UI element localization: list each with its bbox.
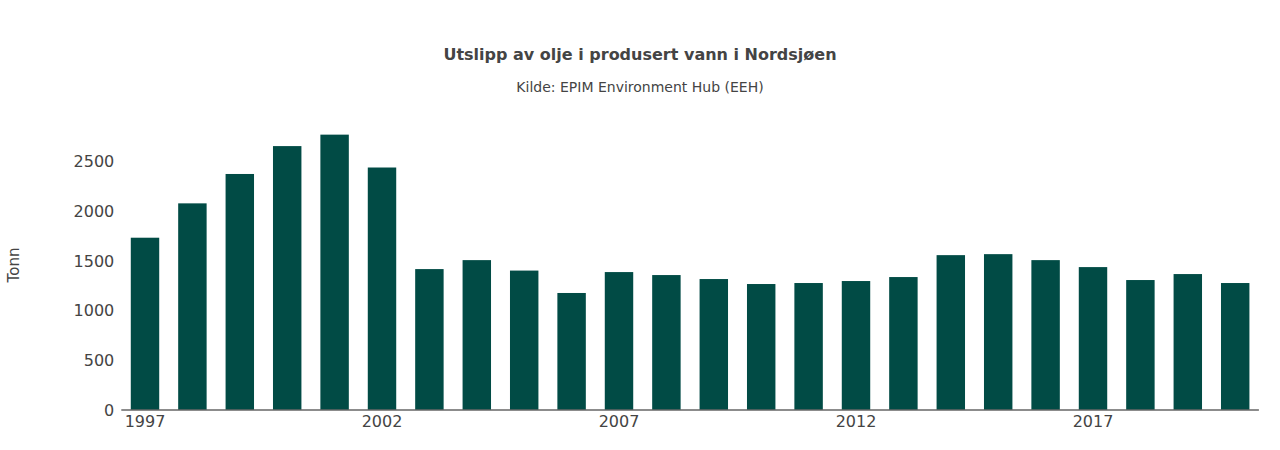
bar: [1031, 260, 1059, 410]
bar: [1174, 274, 1202, 410]
bar: [747, 284, 775, 410]
bar: [557, 293, 585, 410]
y-tick-label: 0: [104, 401, 114, 420]
bar: [415, 269, 443, 410]
bar: [463, 260, 491, 410]
bar: [226, 174, 254, 410]
y-tick-label: 1500: [74, 252, 115, 271]
bar: [937, 255, 965, 410]
bar: [984, 254, 1012, 410]
bar: [320, 135, 348, 410]
y-axis-range: [121, 121, 122, 410]
y-tick-label: 2500: [74, 152, 115, 171]
bar: [605, 272, 633, 410]
bar: [131, 238, 159, 410]
bar: [273, 146, 301, 410]
bar: [510, 271, 538, 410]
x-tick-label: 1997: [125, 412, 166, 431]
bar: [368, 168, 396, 410]
bar: [700, 279, 728, 410]
title: Utslipp av olje i produsert vann i Nords…: [443, 45, 836, 64]
bar: [1221, 283, 1249, 410]
subtitle: Kilde: EPIM Environment Hub (EEH): [516, 79, 763, 95]
chart: Utslipp av olje i produsert vann i Nords…: [0, 0, 1280, 450]
x-tick-label: 2017: [1073, 412, 1114, 431]
x-tick-label: 2012: [836, 412, 877, 431]
bar: [794, 283, 822, 410]
y-tick-label: 500: [84, 351, 115, 370]
x-tick-label: 2002: [362, 412, 403, 431]
y-tick-label: 1000: [74, 301, 115, 320]
x-axis-line: [121, 409, 1259, 411]
y-axis-label: Tonn: [5, 248, 23, 284]
bar: [889, 277, 917, 410]
y-tick-label: 2000: [74, 202, 115, 221]
bar: [1079, 267, 1107, 410]
x-tick-label: 2007: [599, 412, 640, 431]
bar: [842, 281, 870, 410]
bar: [178, 203, 206, 410]
bar: [1126, 280, 1154, 410]
bar: [652, 275, 680, 410]
